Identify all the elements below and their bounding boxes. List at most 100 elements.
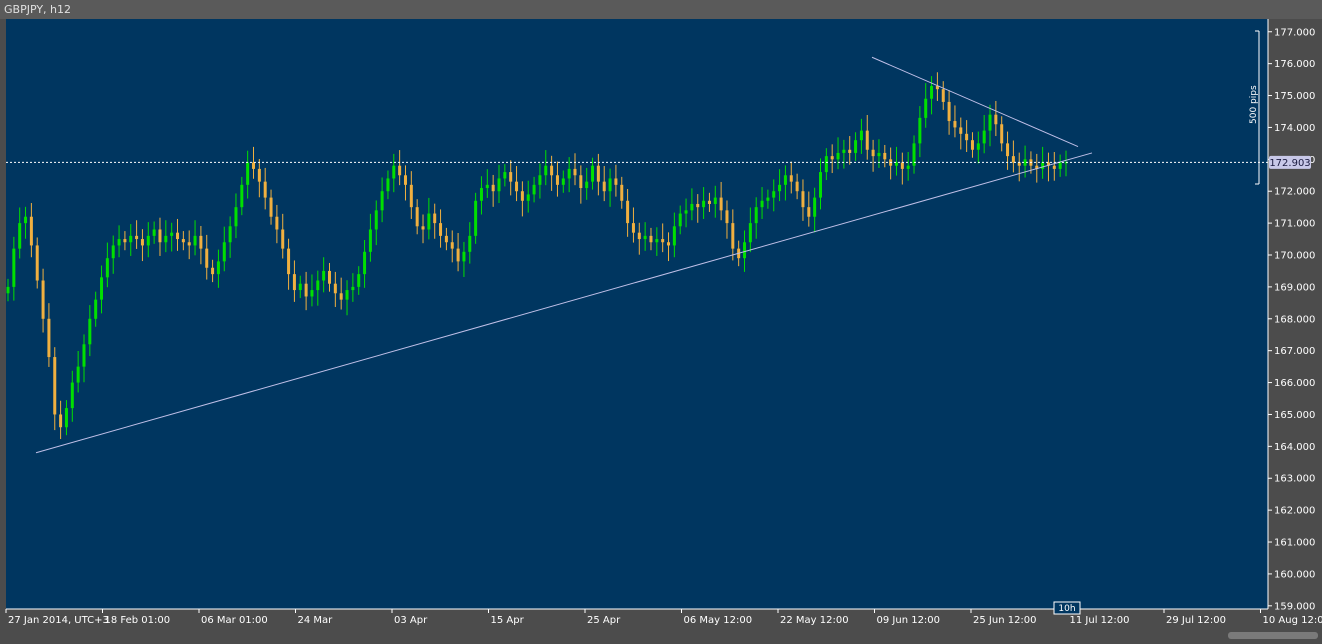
candle-body: [877, 152, 881, 157]
support-trendline[interactable]: [35, 152, 1093, 454]
x-tick-label: 10 Aug 12:00: [1263, 615, 1322, 626]
resistance-trendline[interactable]: [871, 56, 1079, 148]
candle-body: [713, 197, 717, 204]
candle-body: [205, 248, 209, 268]
candle-body: [287, 248, 291, 275]
candle-body: [649, 235, 653, 243]
candle-body: [707, 200, 711, 204]
candle-body: [1041, 162, 1045, 169]
candle-body: [105, 258, 109, 278]
candle-body: [252, 162, 256, 169]
candle-body: [596, 165, 600, 182]
candle-body: [140, 239, 144, 246]
candle-body: [164, 235, 168, 243]
candle-body: [783, 175, 787, 185]
candle-body: [778, 184, 782, 192]
candle-body: [170, 232, 174, 236]
candle-body: [661, 239, 665, 243]
candle-body: [234, 207, 238, 227]
candle-body: [532, 184, 536, 195]
candle-body: [865, 130, 869, 150]
candle-body: [497, 178, 501, 192]
candle-body: [848, 149, 852, 153]
candle-body: [696, 203, 700, 208]
y-tick-label: 166.000: [1274, 378, 1315, 389]
candle-body: [818, 172, 822, 198]
x-tick-label: 15 Apr: [491, 615, 525, 626]
candle-body: [550, 165, 554, 176]
candle-body: [398, 165, 402, 176]
candle-body: [339, 293, 343, 300]
candle-body: [211, 267, 215, 275]
candle-body: [94, 299, 98, 319]
candle-body: [555, 175, 559, 185]
candle-body: [152, 229, 156, 236]
candle-body: [322, 270, 326, 281]
candle-body: [631, 223, 635, 233]
y-tick-label: 167.000: [1274, 346, 1315, 357]
y-tick-label: 172.000: [1274, 187, 1315, 198]
x-tick-label: 25 Apr: [587, 615, 621, 626]
candle-body: [47, 318, 51, 358]
y-tick-label: 169.000: [1274, 282, 1315, 293]
candle-body: [965, 133, 969, 141]
horizontal-scrollbar-thumb[interactable]: [1228, 632, 1318, 639]
x-tick-label: 25 Jun 12:00: [973, 615, 1037, 626]
candle-body: [246, 162, 250, 185]
x-tick-label: 03 Apr: [394, 615, 428, 626]
candle-body: [24, 216, 28, 224]
candle-body: [462, 251, 466, 262]
candle-body: [409, 184, 413, 208]
candle-body: [760, 200, 764, 208]
price-axis[interactable]: 177.000176.000175.000174.000173.000172.0…: [1268, 27, 1315, 612]
y-tick-label: 168.000: [1274, 314, 1315, 325]
trendlines-layer[interactable]: [35, 56, 1093, 454]
x-tick-label: 11 Jul 12:00: [1070, 615, 1130, 626]
y-tick-label: 159.000: [1274, 601, 1315, 612]
candle-body: [35, 245, 39, 281]
candle-body: [345, 290, 349, 300]
candle-body: [859, 130, 863, 141]
candle-body: [257, 168, 261, 182]
candle-body: [123, 239, 127, 243]
current-price-tag: 172.903: [1269, 155, 1311, 169]
y-tick-label: 176.000: [1274, 59, 1315, 70]
candle-body: [474, 200, 478, 236]
x-tick-label: 27 Jan 2014, UTC+3: [8, 615, 109, 626]
pip-scale: 500 pips: [1249, 30, 1260, 185]
candle-body: [836, 152, 840, 160]
time-axis[interactable]: 27 Jan 2014, UTC+318 Feb 01:00 06 Mar 01:…: [5, 609, 1322, 626]
candle-body: [181, 239, 185, 243]
candle-body: [368, 229, 372, 252]
candle-body: [421, 226, 425, 230]
candle-body: [439, 223, 443, 236]
candle-body: [70, 382, 74, 409]
candle-body: [380, 191, 384, 211]
y-tick-label: 165.000: [1274, 410, 1315, 421]
candle-body: [947, 101, 951, 122]
y-tick-label: 163.000: [1274, 474, 1315, 485]
chart-titlebar: GBPJPY, h12: [0, 0, 1322, 19]
candle-body: [433, 213, 437, 224]
candle-body: [269, 197, 273, 217]
candle-body: [976, 143, 980, 150]
candle-body: [403, 175, 407, 185]
candle-body: [684, 210, 688, 214]
candle-body: [567, 168, 571, 179]
candle-body: [538, 175, 542, 185]
candle-body: [608, 178, 612, 192]
candle-body: [1011, 156, 1015, 163]
x-tick-label: 18 Feb 01:00: [105, 615, 171, 626]
candle-body: [526, 194, 530, 201]
plot-area[interactable]: [6, 19, 1268, 609]
candle-body: [591, 165, 595, 182]
candle-body: [456, 248, 460, 262]
candle-body: [333, 283, 337, 294]
y-tick-label: 175.000: [1274, 91, 1315, 102]
candle-body: [614, 178, 618, 185]
y-tick-label: 164.000: [1274, 442, 1315, 453]
candle-body: [53, 357, 57, 415]
y-tick-label: 174.000: [1274, 123, 1315, 134]
x-tick-label: 22 May 12:00: [780, 615, 849, 626]
